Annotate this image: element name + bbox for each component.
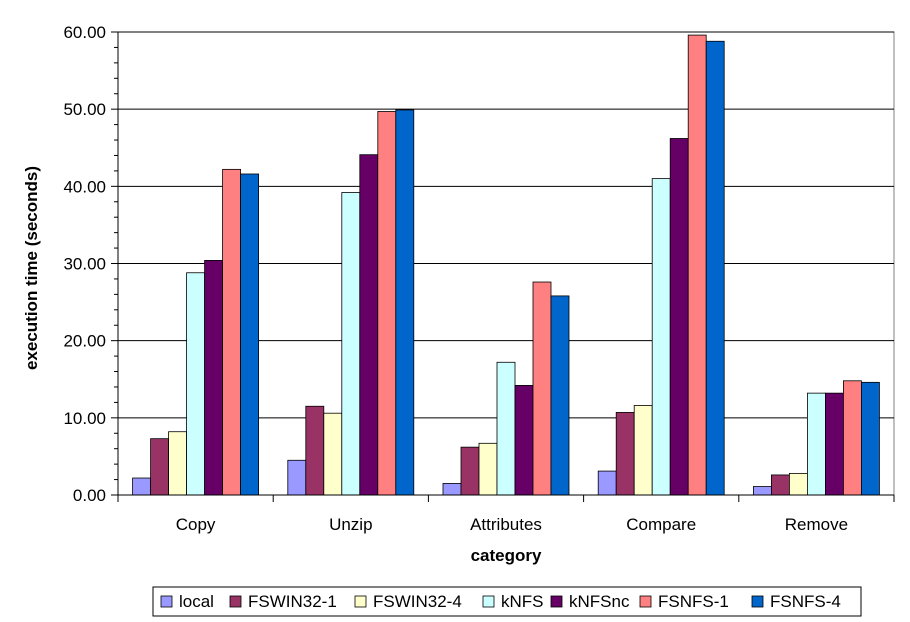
legend-label-knfs: kNFS xyxy=(501,592,544,611)
bar-local-copy xyxy=(132,477,152,496)
x-tick-label: Remove xyxy=(785,515,848,534)
x-tick-label: Copy xyxy=(176,515,216,534)
bar-knfsnc-copy xyxy=(204,260,224,496)
bar-fsnfs-4-unzip xyxy=(395,109,415,496)
bar-fswin32-4-copy xyxy=(168,431,188,496)
bar-fswin32-4-unzip xyxy=(323,412,343,496)
legend-swatch-knfsnc xyxy=(550,595,563,608)
bar-fsnfs-1-attributes xyxy=(532,281,552,496)
y-tick-label: 20.00 xyxy=(63,332,106,351)
x-tick-label: Compare xyxy=(626,515,696,534)
bar-fswin32-4-compare xyxy=(633,405,653,496)
y-tick-label: 60.00 xyxy=(63,23,106,42)
bar-fsnfs-1-remove xyxy=(843,380,862,496)
bar-fsnfs-4-attributes xyxy=(550,295,570,496)
bar-local-compare xyxy=(597,470,617,496)
legend-label-local: local xyxy=(179,592,214,611)
legend-swatch-fswin32-4 xyxy=(354,595,367,608)
bar-knfs-unzip xyxy=(341,192,361,496)
x-tick-label: Unzip xyxy=(329,515,372,534)
y-tick-label: 50.00 xyxy=(63,100,106,119)
legend-swatch-fswin32-1 xyxy=(229,595,242,608)
legend-swatch-local xyxy=(160,595,173,608)
bar-fswin32-1-remove xyxy=(771,474,790,496)
bar-knfsnc-attributes xyxy=(514,385,534,496)
x-axis-title: category xyxy=(471,546,542,565)
bar-knfs-attributes xyxy=(496,361,516,496)
legend-label-fswin32-4: FSWIN32-4 xyxy=(373,592,462,611)
legend-swatch-knfs xyxy=(482,595,495,608)
bar-local-unzip xyxy=(287,459,307,496)
bar-local-remove xyxy=(753,486,772,496)
y-tick-label: 40.00 xyxy=(63,177,106,196)
bar-fsnfs-4-copy xyxy=(240,173,260,496)
plot-area: 0.00 10.00 20.00 30.00 40.00 50.00 60.00 Copy Un… xyxy=(63,23,895,534)
bar-fsnfs-1-compare xyxy=(687,34,707,496)
legend-box xyxy=(152,586,862,617)
bar-knfs-remove xyxy=(807,392,826,496)
bar-fsnfs-1-copy xyxy=(222,168,242,496)
legend-label-knfsnc: kNFSnc xyxy=(569,592,630,611)
y-axis-title: execution time (seconds) xyxy=(22,166,41,370)
bar-fsnfs-1-unzip xyxy=(377,111,397,496)
legend: local FSWIN32-1 FSWIN32-4 kNFS kNFSnc FSNFS-1… xyxy=(152,586,862,617)
bar-fsnfs-4-compare xyxy=(705,40,725,496)
legend-label-fswin32-1: FSWIN32-1 xyxy=(248,592,337,611)
bar-knfs-compare xyxy=(651,178,671,496)
bar-knfsnc-compare xyxy=(669,138,689,496)
y-tick-label: 0.00 xyxy=(73,486,106,505)
legend-label-fsnfs-1: FSNFS-1 xyxy=(658,592,729,611)
bar-fswin32-4-remove xyxy=(789,472,808,496)
bar-knfsnc-unzip xyxy=(359,154,379,496)
bar-fswin32-4-attributes xyxy=(478,442,498,496)
bar-fswin32-1-copy xyxy=(150,438,170,496)
bar-fswin32-1-unzip xyxy=(305,405,325,496)
x-tick-label: Attributes xyxy=(470,515,542,534)
bar-fswin32-1-attributes xyxy=(460,446,480,496)
y-tick-label: 10.00 xyxy=(63,409,106,428)
bar-fswin32-1-compare xyxy=(615,412,635,496)
y-tick-label: 30.00 xyxy=(63,255,106,274)
bar-knfs-copy xyxy=(186,272,206,496)
legend-label-fsnfs-4: FSNFS-4 xyxy=(770,592,841,611)
bar-fsnfs-4-remove xyxy=(861,381,880,496)
legend-swatch-fsnfs-4 xyxy=(751,595,764,608)
legend-swatch-fsnfs-1 xyxy=(639,595,652,608)
bar-knfsnc-remove xyxy=(825,392,844,496)
bar-local-attributes xyxy=(442,483,462,496)
